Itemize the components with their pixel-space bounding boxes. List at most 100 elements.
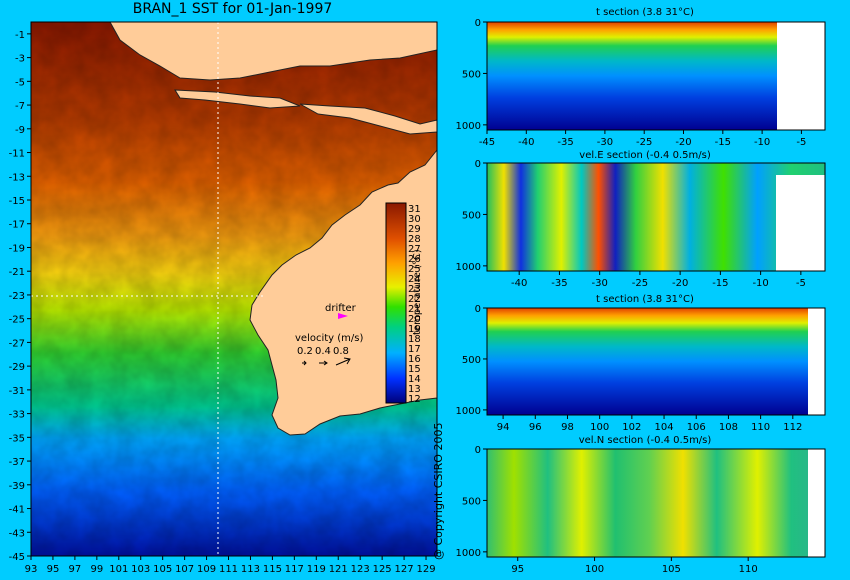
colorbar-tick-label: 16 bbox=[408, 354, 421, 365]
section-x-tick-label: 95 bbox=[511, 564, 524, 575]
map-y-tick-label: -25 bbox=[9, 315, 25, 326]
colorbar-tick-label: 13 bbox=[408, 384, 421, 395]
map-x-tick-label: 117 bbox=[285, 564, 304, 575]
section-x-tick-label: -30 bbox=[597, 137, 613, 148]
map-y-tick-label: -1 bbox=[15, 30, 25, 41]
map-x-tick-label: 103 bbox=[131, 564, 150, 575]
map-y-tick-label: -23 bbox=[9, 291, 25, 302]
section2-title: vel.E section (-0.4 0.5m/s) bbox=[579, 150, 711, 161]
colorbar-tick-label: 20 bbox=[408, 314, 421, 325]
colorbar-tick-label: 28 bbox=[408, 234, 421, 245]
velocity-arrows bbox=[302, 357, 351, 366]
map-y-tick-label: -19 bbox=[9, 243, 25, 254]
section1-frame bbox=[486, 21, 826, 131]
colorbar bbox=[385, 202, 407, 404]
copyright-notice: @ Copyright CSIRO 2005 bbox=[432, 422, 445, 560]
map-x-tick-label: 97 bbox=[69, 564, 82, 575]
section1-title: t section (3.8 31°C) bbox=[596, 7, 694, 18]
section-y-tick-label: 500 bbox=[462, 355, 481, 366]
map-x-tick-label: 101 bbox=[109, 564, 128, 575]
velocity-scale-1: 0.2 bbox=[297, 346, 313, 357]
map-frame bbox=[30, 21, 438, 557]
map-y-tick-label: -7 bbox=[15, 101, 25, 112]
section4-axes: 95 100 105 110 0 500 1000 bbox=[456, 445, 758, 575]
colorbar-tick-label: 15 bbox=[408, 364, 421, 375]
colorbar-tick-label: 21 bbox=[408, 304, 421, 315]
map-y-tick-label: -5 bbox=[15, 77, 25, 88]
colorbar-tick-label: 26 bbox=[408, 254, 421, 265]
colorbar-tick-label: 27 bbox=[408, 244, 421, 255]
colorbar-tick-label: 14 bbox=[408, 374, 421, 385]
map-y-tick-label: -39 bbox=[9, 481, 25, 492]
section4-title: vel.N section (-0.4 0.5m/s) bbox=[579, 435, 712, 446]
section-x-tick-label: 108 bbox=[719, 422, 738, 433]
section-x-tick-label: 110 bbox=[751, 422, 770, 433]
velocity-arrow-medium bbox=[319, 360, 328, 366]
section-x-tick-label: -20 bbox=[675, 137, 691, 148]
section-y-tick-label: 0 bbox=[475, 18, 481, 29]
colorbar-tick-label: 29 bbox=[408, 224, 421, 235]
section-y-tick-label: 500 bbox=[462, 496, 481, 507]
section-panels: t section (3.8 31°C) -45 -40 -35 -30 -25 -20-… bbox=[456, 7, 826, 575]
map-x-tick-label: 113 bbox=[241, 564, 260, 575]
section-x-tick-label: 96 bbox=[529, 422, 542, 433]
section-y-tick-label: 500 bbox=[462, 69, 481, 80]
section1-axes: -45 -40 -35 -30 -25 -20 -15 -10 -5 0 500 1000 bbox=[456, 18, 807, 148]
section-y-tick-label: 1000 bbox=[456, 548, 481, 559]
map-x-tick-label: 123 bbox=[351, 564, 370, 575]
map-x-tick-label: 107 bbox=[175, 564, 194, 575]
section3-frame bbox=[486, 307, 826, 416]
section-x-tick-label: -10 bbox=[754, 137, 770, 148]
section-x-tick-label: -35 bbox=[551, 278, 567, 289]
map-y-tick-label: -41 bbox=[9, 505, 25, 516]
section-x-tick-label: -25 bbox=[636, 137, 652, 148]
map-y-tick-label: -35 bbox=[9, 433, 25, 444]
map-y-tick-label: -11 bbox=[9, 149, 25, 160]
map-x-tick-label: 99 bbox=[90, 564, 103, 575]
map-y-tick-label: -43 bbox=[9, 528, 25, 539]
section-x-tick-label: -15 bbox=[715, 137, 731, 148]
velocity-arrow-small bbox=[302, 360, 307, 366]
map-y-tick-label: -27 bbox=[9, 338, 25, 349]
section-y-tick-label: 500 bbox=[462, 210, 481, 221]
velocity-scale-2: 0.4 bbox=[315, 346, 331, 357]
section-y-tick-label: 1000 bbox=[456, 121, 481, 132]
section-x-tick-label: -25 bbox=[632, 278, 648, 289]
section3-axes: 94 96 98 100 102 104 106 108 110 112 0 500 1000 bbox=[456, 304, 803, 433]
section3-land bbox=[808, 308, 825, 415]
colorbar-tick-label: 25 bbox=[408, 264, 421, 275]
section3-field bbox=[487, 308, 825, 415]
section2-land bbox=[776, 175, 825, 271]
section-x-tick-label: -5 bbox=[796, 278, 806, 289]
section-x-tick-label: 112 bbox=[783, 422, 802, 433]
sst-map-chart: 93 95 97 99 101 103 105 107 109 111 113 115 117 119 12… bbox=[9, 21, 438, 575]
map-y-tick-label: -37 bbox=[9, 457, 25, 468]
map-x-tick-label: 129 bbox=[416, 564, 435, 575]
map-x-tick-label: 125 bbox=[373, 564, 392, 575]
map-x-tick-label: 121 bbox=[329, 564, 348, 575]
map-x-axis: 93 95 97 99 101 103 105 107 109 111 113 115 117 119 12… bbox=[25, 556, 436, 575]
section1-land bbox=[777, 22, 825, 130]
section2-field bbox=[487, 163, 825, 271]
map-y-tick-label: -33 bbox=[9, 410, 25, 421]
map-y-tick-label: -31 bbox=[9, 386, 25, 397]
map-x-tick-label: 115 bbox=[263, 564, 282, 575]
section-y-tick-label: 1000 bbox=[456, 406, 481, 417]
map-x-tick-label: 109 bbox=[197, 564, 216, 575]
section-y-tick-label: 0 bbox=[475, 445, 481, 456]
colorbar-tick-label: 24 bbox=[408, 274, 421, 285]
section-x-tick-label: -15 bbox=[712, 278, 728, 289]
section4-field bbox=[487, 449, 825, 557]
section2-frame bbox=[486, 162, 826, 272]
velocity-scale-3: 0.8 bbox=[333, 346, 349, 357]
java-island bbox=[174, 89, 301, 109]
map-x-tick-label: 119 bbox=[307, 564, 326, 575]
map-y-tick-label: -45 bbox=[9, 552, 25, 563]
map-x-tick-label: 95 bbox=[47, 564, 60, 575]
section4-frame bbox=[486, 448, 826, 558]
section-x-tick-label: 100 bbox=[590, 422, 609, 433]
indonesia-landmass bbox=[109, 21, 438, 81]
section-x-tick-label: 110 bbox=[739, 564, 758, 575]
map-y-tick-label: -9 bbox=[15, 125, 25, 136]
